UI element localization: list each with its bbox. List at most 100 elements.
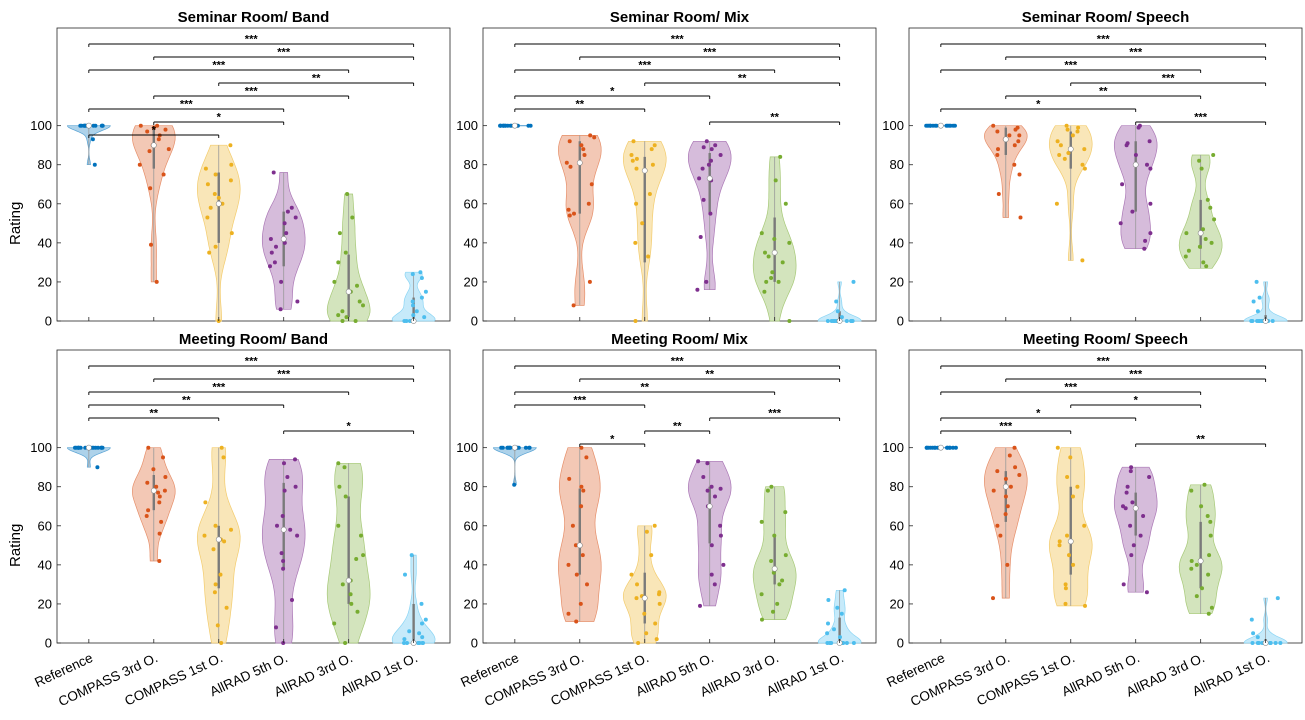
data-point [657, 592, 661, 597]
y-tick-label: 20 [38, 274, 52, 289]
data-point [706, 162, 711, 167]
data-point [1125, 484, 1130, 489]
data-point [1145, 162, 1149, 167]
data-point [826, 598, 831, 602]
data-point [202, 533, 207, 538]
data-point [787, 240, 792, 245]
y-tick-label: 0 [45, 314, 52, 329]
data-point [633, 319, 638, 323]
data-point [1189, 488, 1194, 493]
data-point [144, 514, 149, 518]
data-point [579, 504, 584, 509]
data-point [1200, 586, 1204, 591]
axes-box [908, 349, 1303, 644]
data-point [145, 129, 150, 134]
data-point [343, 250, 348, 255]
data-point [705, 488, 710, 493]
data-point [336, 461, 341, 466]
data-point [1071, 562, 1076, 567]
data-point [203, 500, 208, 505]
data-point [1197, 244, 1202, 249]
median-marker [1132, 161, 1139, 168]
data-point [839, 611, 844, 616]
data-point [629, 572, 634, 577]
data-point [1123, 506, 1128, 511]
data-point [708, 211, 713, 216]
data-point [1071, 494, 1075, 499]
data-point [403, 572, 407, 577]
significance-label: *** [1097, 356, 1111, 368]
significance-label: *** [1129, 47, 1143, 59]
data-point [148, 186, 153, 191]
data-point [1199, 504, 1204, 509]
data-point [100, 123, 105, 128]
data-point [1063, 601, 1068, 606]
data-point [925, 123, 930, 128]
data-point [713, 494, 717, 499]
significance-label: ** [576, 99, 585, 111]
data-point [221, 455, 226, 460]
data-point [932, 445, 937, 450]
y-tick-label: 20 [38, 596, 52, 611]
data-point [991, 488, 996, 493]
data-point [1128, 469, 1133, 474]
data-point [213, 244, 218, 249]
data-point [1003, 476, 1008, 481]
data-point [826, 621, 830, 626]
significance-label: *** [1194, 112, 1208, 124]
y-tick-label: 40 [890, 235, 904, 250]
data-point [288, 527, 293, 532]
y-axis-label: Rating [7, 202, 24, 245]
data-point [163, 127, 168, 132]
data-point [579, 143, 584, 148]
data-point [163, 475, 168, 479]
significance-label: *** [212, 382, 226, 394]
data-point [564, 160, 569, 165]
data-point [825, 319, 830, 323]
data-point [1013, 465, 1018, 470]
data-point [787, 319, 792, 323]
data-point [586, 201, 591, 206]
data-point [90, 137, 95, 142]
data-point [420, 641, 425, 645]
significance-label: * [1036, 99, 1041, 111]
data-point [649, 553, 654, 558]
data-point [775, 601, 780, 606]
data-point [573, 543, 578, 548]
data-point [295, 533, 300, 538]
data-point [508, 445, 513, 450]
data-point [1259, 319, 1264, 323]
data-point [696, 459, 701, 464]
median-marker [706, 503, 713, 510]
data-point [578, 601, 583, 606]
data-point [211, 547, 216, 552]
data-point [1254, 279, 1259, 284]
data-point [996, 192, 1001, 196]
data-point [228, 143, 233, 148]
data-point [216, 195, 221, 200]
data-point [1208, 533, 1213, 538]
median-marker [1067, 538, 1074, 545]
data-point [212, 192, 217, 196]
data-point [574, 619, 579, 624]
data-point [279, 551, 284, 556]
significance-label: *** [573, 395, 587, 407]
data-point [566, 207, 571, 212]
data-point [137, 162, 142, 167]
data-point [1065, 127, 1070, 132]
data-point [353, 319, 358, 323]
data-point [157, 531, 162, 536]
data-point [1063, 586, 1068, 591]
data-point [1194, 562, 1199, 567]
data-point [222, 539, 227, 544]
data-point [355, 283, 359, 288]
data-point [657, 601, 662, 606]
data-point [151, 467, 156, 472]
significance-label: *** [638, 60, 652, 72]
data-point [208, 205, 213, 210]
median-marker [150, 142, 157, 149]
data-point [763, 250, 767, 255]
data-point [1057, 153, 1062, 157]
data-point [769, 559, 774, 563]
data-point [281, 559, 286, 563]
